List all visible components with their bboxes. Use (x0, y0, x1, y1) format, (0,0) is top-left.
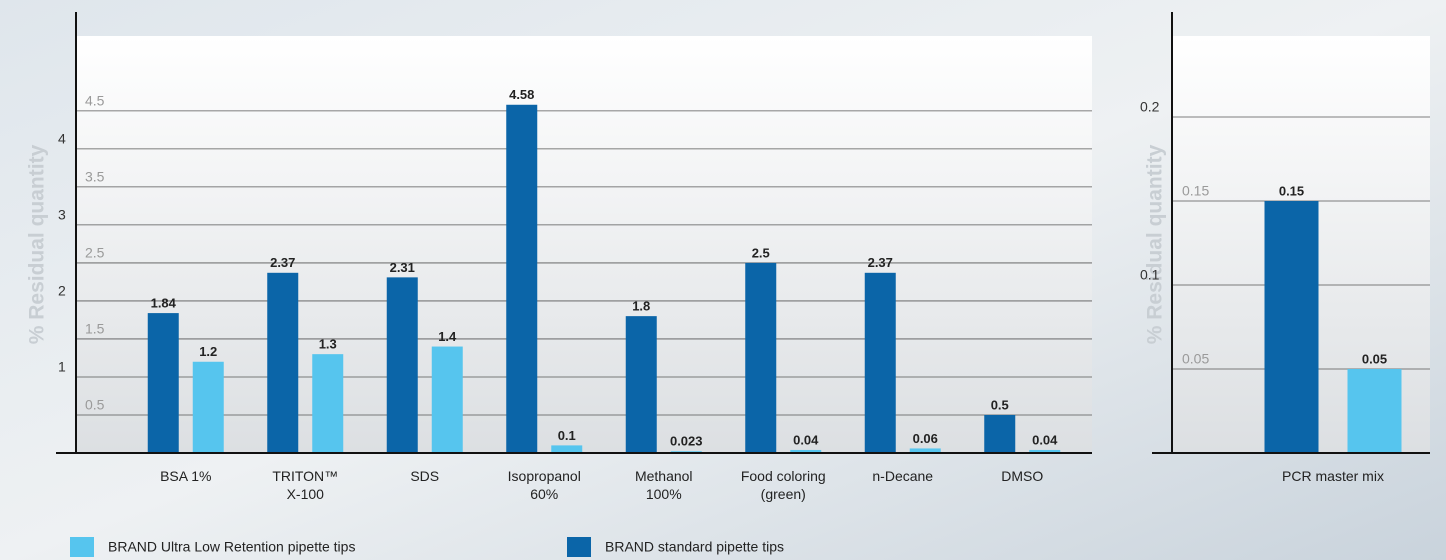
bar (506, 104, 538, 453)
x-tick-label-line: n-Decane (872, 468, 933, 484)
value-label: 2.31 (390, 260, 415, 275)
x-tick-label-line: 100% (646, 486, 682, 502)
y-tick-label: 0.05 (1182, 351, 1209, 367)
bar (790, 449, 822, 453)
value-label: 4.58 (509, 87, 534, 102)
plot-area (76, 36, 1092, 453)
x-tick-label-line: SDS (410, 468, 439, 484)
bar (1347, 369, 1402, 453)
bar (147, 313, 179, 453)
x-tick-label: PCR master mix (1282, 468, 1384, 484)
y-tick-label: 4.5 (85, 93, 105, 109)
bar (864, 272, 896, 453)
y-axis-title: % Residual quantity (26, 144, 49, 344)
bar (745, 262, 777, 453)
value-label: 1.8 (632, 299, 650, 314)
value-label: 2.37 (270, 255, 295, 270)
x-tick-label: SDS (410, 468, 439, 484)
y-tick-label: 1.5 (85, 321, 105, 337)
value-label: 2.37 (868, 255, 893, 270)
x-tick-label-line: PCR master mix (1282, 468, 1384, 484)
y-tick-label: 3.5 (85, 169, 105, 185)
x-tick-label: DMSO (1001, 468, 1043, 484)
y-tick-label: 2.5 (85, 245, 105, 261)
value-label: 0.1 (558, 428, 576, 443)
y-axis-title: % Residual quantity (1144, 144, 1167, 344)
value-label: 2.5 (752, 245, 770, 260)
bar (192, 361, 224, 453)
x-tick-label: Isopropanol 60% (508, 468, 581, 502)
legend-label: BRAND standard pipette tips (605, 539, 784, 555)
y-tick-label: 4 (58, 131, 66, 147)
value-label: 0.05 (1362, 351, 1387, 366)
bar (551, 445, 583, 453)
bar (386, 277, 418, 453)
y-tick-label: 0.2 (1140, 99, 1160, 115)
x-tick-label-line: X-100 (287, 486, 325, 502)
y-tick-label: 0.1 (1140, 267, 1160, 283)
legend-swatch (567, 537, 591, 557)
y-tick-label: 1 (58, 359, 66, 375)
value-label: 0.15 (1279, 183, 1304, 198)
x-tick-label-line: BSA 1% (160, 468, 211, 484)
legend-label: BRAND Ultra Low Retention pipette tips (108, 539, 355, 555)
value-label: 1.3 (319, 337, 337, 352)
y-tick-label: 3 (58, 207, 66, 223)
value-label: 1.4 (438, 329, 457, 344)
x-tick-label-line: 60% (530, 486, 558, 502)
value-label: 0.5 (991, 397, 1009, 412)
x-tick-label-line: Isopropanol (508, 468, 581, 484)
x-tick-label: BSA 1% (160, 468, 211, 484)
bar (312, 354, 344, 453)
x-tick-label: Food coloring (green) (741, 468, 826, 502)
x-tick-label-line: Food coloring (741, 468, 826, 484)
value-label: 0.04 (1032, 432, 1058, 447)
value-label: 0.06 (913, 431, 938, 446)
bar (625, 316, 657, 453)
value-label: 0.04 (793, 432, 819, 447)
value-label: 1.2 (199, 344, 217, 359)
y-tick-label: 0.5 (85, 397, 105, 413)
bar (1264, 201, 1319, 453)
bar (431, 346, 463, 453)
x-tick-label: TRITON™ X-100 (272, 468, 338, 502)
bar (984, 414, 1016, 453)
x-tick-label-line: TRITON™ (272, 468, 338, 484)
x-tick-label: Methanol 100% (635, 468, 693, 502)
x-tick-label: n-Decane (872, 468, 933, 484)
legend-swatch (70, 537, 94, 557)
bar (1029, 449, 1061, 453)
x-tick-label-line: (green) (761, 486, 806, 502)
bar (909, 448, 941, 453)
value-label: 1.84 (151, 296, 177, 311)
value-label: 0.023 (670, 434, 703, 449)
x-tick-label-line: DMSO (1001, 468, 1043, 484)
y-tick-label: 2 (58, 283, 66, 299)
x-tick-label-line: Methanol (635, 468, 693, 484)
y-tick-label: 0.15 (1182, 183, 1209, 199)
bar (267, 272, 299, 453)
